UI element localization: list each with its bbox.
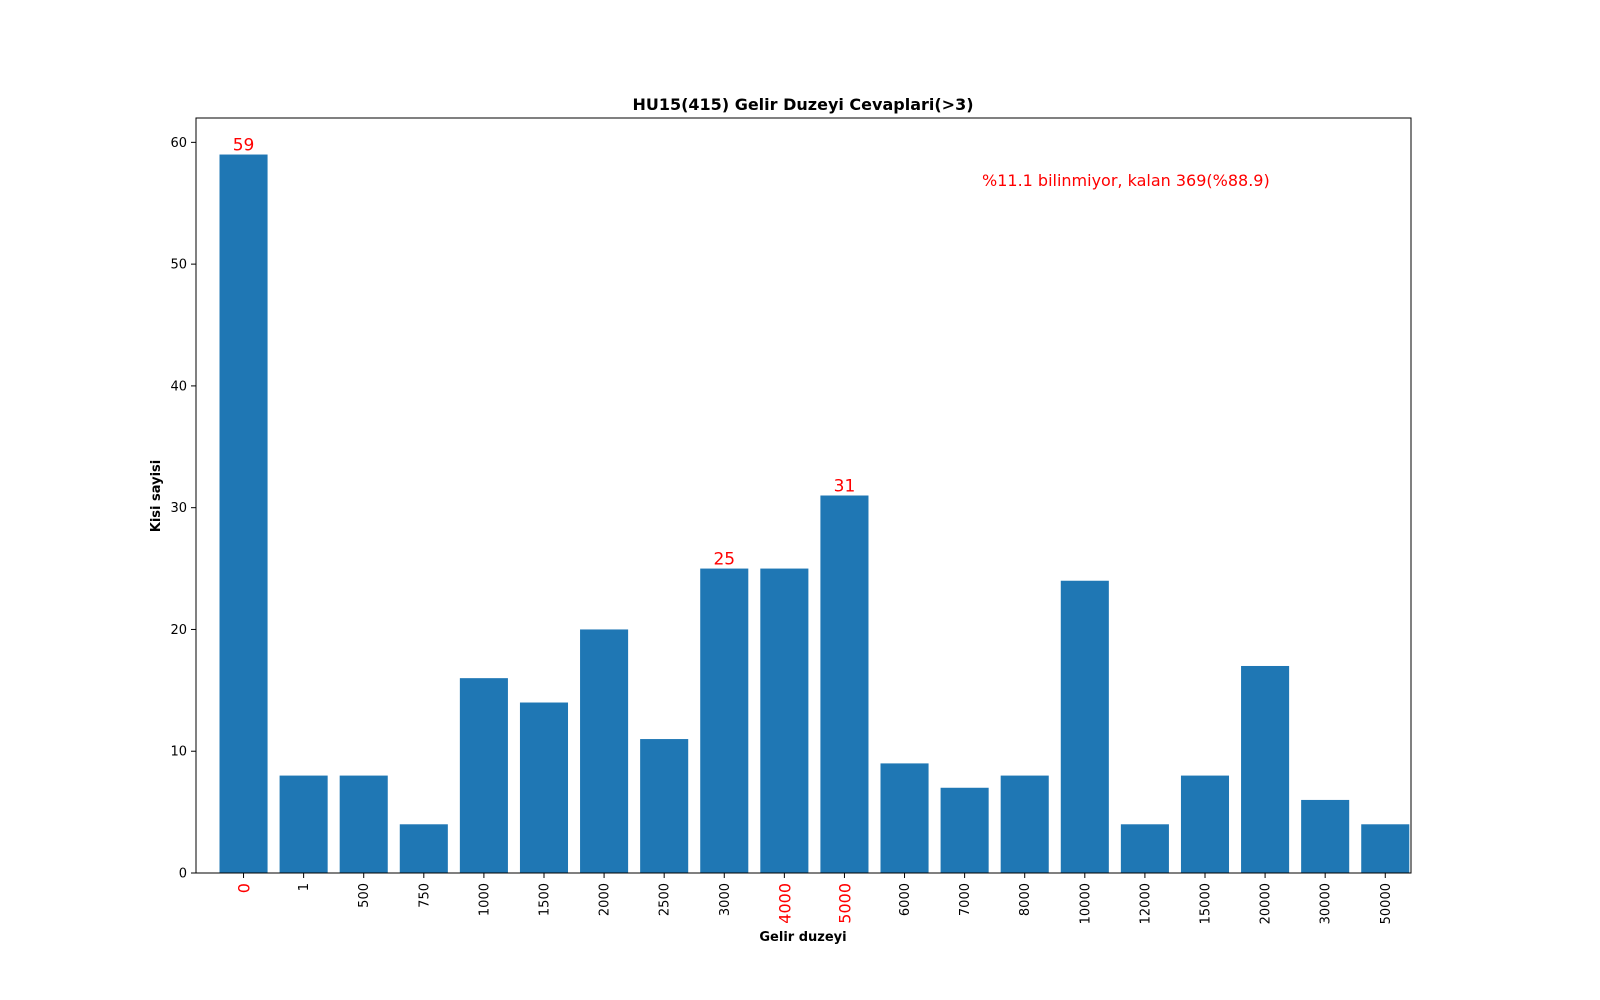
bar-3000 xyxy=(700,568,749,873)
y-tick-label-50: 50 xyxy=(170,258,187,273)
y-tick-label-30: 30 xyxy=(170,501,187,516)
bar-8000 xyxy=(1000,775,1049,873)
x-tick-label-8000: 8000 xyxy=(1018,883,1033,916)
chart-title: HU15(415) Gelir Duzeyi Cevaplari(>3) xyxy=(632,95,973,114)
y-tick-label-0: 0 xyxy=(179,867,187,882)
plot-frame xyxy=(195,117,1412,874)
data-label-3000: 25 xyxy=(713,550,735,570)
bar-5000 xyxy=(820,495,869,873)
x-tick-label-7000: 7000 xyxy=(958,883,973,916)
bar-10000 xyxy=(1060,580,1109,873)
y-tick-label-20: 20 xyxy=(170,623,187,638)
bar-2000 xyxy=(580,629,629,873)
bar-2500 xyxy=(640,739,689,873)
x-axis-label: Gelir duzeyi xyxy=(759,930,846,945)
x-tick-label-1500: 1500 xyxy=(537,883,552,916)
bar-4000 xyxy=(760,568,809,873)
y-tick-label-60: 60 xyxy=(170,136,187,151)
x-axis-ticks: 0 1 500 750 1000 1500 2000 2500 3000 4000 5000 6000… xyxy=(235,873,1394,924)
x-tick-label-4000: 4000 xyxy=(775,883,794,924)
x-tick-label-1: 1 xyxy=(297,883,312,891)
data-label-5000: 31 xyxy=(834,477,856,497)
x-tick-label-0: 0 xyxy=(235,883,254,893)
x-tick-label-12000: 12000 xyxy=(1138,883,1153,924)
bars-group xyxy=(219,154,1410,873)
x-tick-label-2500: 2500 xyxy=(658,883,673,916)
chart-annotation: %11.1 bilinmiyor, kalan 369(%88.9) xyxy=(982,171,1270,190)
x-tick-label-20000: 20000 xyxy=(1259,883,1274,924)
bar-7000 xyxy=(940,787,989,873)
bar-6000 xyxy=(880,763,929,873)
x-tick-label-30000: 30000 xyxy=(1319,883,1334,924)
y-axis-label: Kisi sayisi xyxy=(149,460,164,532)
bar-0 xyxy=(219,154,268,873)
bar-1500 xyxy=(519,702,569,873)
data-labels: 59 25 31 xyxy=(233,136,856,570)
x-tick-label-2000: 2000 xyxy=(598,883,613,916)
x-tick-label-15000: 15000 xyxy=(1198,883,1213,924)
x-tick-label-10000: 10000 xyxy=(1078,883,1093,924)
x-tick-label-5000: 5000 xyxy=(835,883,854,924)
x-tick-label-3000: 3000 xyxy=(718,883,733,916)
bar-500 xyxy=(339,775,388,873)
x-tick-label-750: 750 xyxy=(417,883,432,908)
y-tick-label-10: 10 xyxy=(170,745,187,760)
x-tick-label-50000: 50000 xyxy=(1379,883,1394,924)
y-axis-ticks: 0 10 20 30 40 50 60 xyxy=(170,136,196,882)
bar-20000 xyxy=(1241,665,1290,873)
bar-50000 xyxy=(1361,824,1410,873)
bar-15000 xyxy=(1180,775,1230,873)
bar-1 xyxy=(279,775,328,873)
bar-750 xyxy=(399,824,448,873)
bar-1000 xyxy=(459,678,508,873)
data-label-0: 59 xyxy=(233,136,255,156)
bar-30000 xyxy=(1301,799,1350,873)
x-tick-label-6000: 6000 xyxy=(898,883,913,916)
x-tick-label-1000: 1000 xyxy=(477,883,492,916)
y-tick-label-40: 40 xyxy=(170,379,187,394)
x-tick-label-500: 500 xyxy=(357,883,372,908)
bar-12000 xyxy=(1120,824,1169,873)
